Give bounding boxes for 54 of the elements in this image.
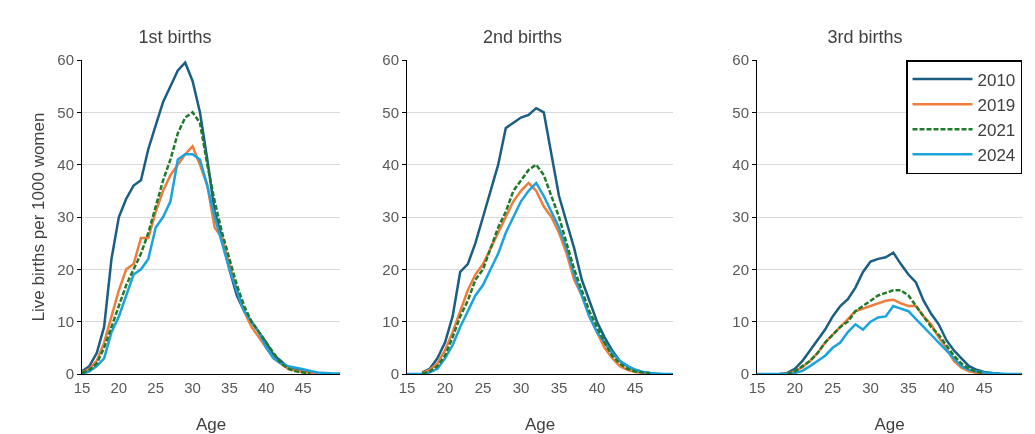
x-tick-label: 15 [748,379,766,396]
line-series [82,111,312,374]
y-tick-label: 0 [390,365,399,383]
x-tick-label: 45 [294,379,312,396]
y-tick-label: 60 [57,51,74,69]
x-tick-label: 35 [221,379,238,396]
x-tick-label: 30 [512,379,530,396]
y-tick-label: 10 [382,312,399,330]
y-tick-label: 30 [57,208,74,226]
legend-label: 2010 [977,70,1016,90]
x-tick-label: 35 [900,379,917,396]
y-tick-label: 60 [732,51,749,69]
y-tick-label: 50 [732,103,749,121]
legend-label: 2021 [977,120,1016,140]
y-tick-label: 10 [57,312,74,330]
x-tick-label: 20 [786,379,804,396]
x-axis-title: Age [874,415,905,434]
x-tick-label: 25 [147,379,165,396]
y-axis-title: Live births per 1000 women [28,112,48,322]
x-tick-label: 30 [184,379,201,396]
legend-label: 2024 [977,145,1016,165]
y-tick-label: 0 [740,365,749,383]
legend-label: 2019 [977,95,1016,115]
y-tick-label: 40 [732,155,749,173]
y-tick-label: 30 [732,208,749,226]
x-tick-label: 25 [474,379,492,396]
y-tick-label: 50 [57,103,74,121]
y-tick-label: 0 [65,365,74,383]
x-tick-label: 20 [110,379,128,396]
y-tick-label: 20 [57,260,74,278]
y-tick-label: 30 [382,208,399,226]
y-tick-label: 50 [382,103,399,121]
x-tick-label: 15 [398,379,416,396]
y-tick-label: 60 [382,51,399,69]
chart-title: 1st births [138,26,212,47]
x-tick-label: 20 [436,379,454,396]
y-tick-label: 40 [57,155,74,173]
y-tick-label: 10 [732,312,749,330]
chart-title: 2nd births [482,26,563,47]
x-tick-label: 45 [975,379,993,396]
y-tick-label: 40 [382,155,399,173]
x-tick-label: 40 [588,379,606,396]
y-tick-label: 20 [382,260,399,278]
y-tick-label: 20 [732,260,749,278]
x-tick-label: 30 [862,379,879,396]
x-tick-label: 45 [626,379,644,396]
x-tick-label: 15 [73,379,91,396]
x-axis-title: Age [524,415,556,434]
x-tick-label: 35 [550,379,568,396]
x-axis-title: Age [195,415,227,434]
chart-title: 3rd births [827,26,903,47]
x-tick-label: 40 [257,379,275,396]
x-tick-label: 40 [937,379,955,396]
x-tick-label: 25 [824,379,842,396]
